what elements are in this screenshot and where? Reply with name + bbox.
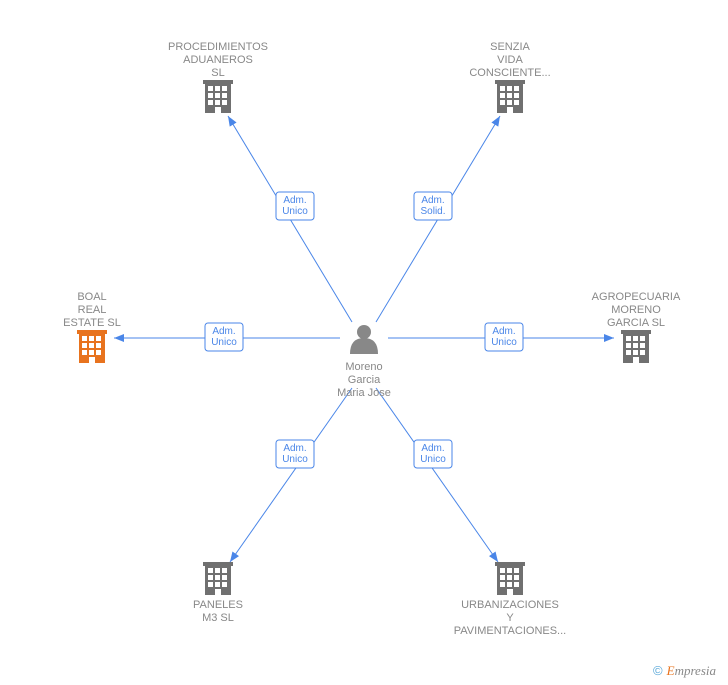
svg-text:AGROPECUARIA: AGROPECUARIA [592,291,681,303]
building-icon [621,330,651,363]
company-label: PROCEDIMIENTOSADUANEROSSL [168,41,268,79]
copyright-symbol: © [653,663,663,678]
edge-label-text: Adm. [421,195,444,206]
svg-text:Y: Y [506,612,514,624]
svg-text:SENZIA: SENZIA [490,41,530,53]
edge-label-text: Solid. [420,206,445,217]
edge-label-text: Unico [211,337,237,348]
svg-text:PROCEDIMIENTOS: PROCEDIMIENTOS [168,41,268,53]
edge-label-text: Unico [282,454,308,465]
brand-first-letter: E [667,663,675,678]
company-label: AGROPECUARIAMORENOGARCIA SL [592,291,681,329]
svg-text:URBANIZACIONES: URBANIZACIONES [461,599,559,611]
svg-text:PANELES: PANELES [193,599,243,611]
person-icon [350,325,378,354]
arrowhead-icon [491,116,500,127]
svg-text:Garcia: Garcia [348,374,381,386]
edge-label-text: Adm. [212,326,235,337]
edge-label-text: Unico [282,206,308,217]
edge-label-text: Adm. [492,326,515,337]
edge-label-text: Adm. [283,443,306,454]
edge-label-text: Unico [420,454,446,465]
company-label: URBANIZACIONESYPAVIMENTACIONES... [454,599,566,637]
network-diagram: Adm.UnicoAdm.Solid.Adm.UnicoAdm.UnicoAdm… [0,0,728,685]
edge-label-text: Adm. [283,195,306,206]
svg-text:GARCIA SL: GARCIA SL [607,317,665,329]
building-icon [203,80,233,113]
arrowhead-icon [114,334,124,342]
edge-line [230,388,352,562]
building-icon [77,330,107,363]
svg-text:SL: SL [211,67,224,79]
svg-text:ADUANEROS: ADUANEROS [183,54,253,66]
edge-label-text: Adm. [421,443,444,454]
building-icon [495,562,525,595]
svg-text:Maria Jose: Maria Jose [337,387,391,399]
watermark: © Empresia [653,663,716,679]
edge-label-text: Unico [491,337,517,348]
brand-rest: mpresia [675,663,716,678]
arrowhead-icon [604,334,614,342]
svg-text:CONSCIENTE...: CONSCIENTE... [469,67,550,79]
building-icon [495,80,525,113]
svg-text:REAL: REAL [78,304,107,316]
svg-text:M3 SL: M3 SL [202,612,234,624]
building-icon [203,562,233,595]
company-label: PANELESM3 SL [193,599,243,624]
svg-text:PAVIMENTACIONES...: PAVIMENTACIONES... [454,625,566,637]
arrowhead-icon [228,116,237,127]
company-label: SENZIAVIDACONSCIENTE... [469,41,550,79]
company-label: BOALREALESTATE SL [63,291,121,329]
center-label: MorenoGarciaMaria Jose [337,361,391,399]
svg-text:VIDA: VIDA [497,54,523,66]
svg-text:ESTATE SL: ESTATE SL [63,317,121,329]
edge-line [376,388,498,562]
svg-text:MORENO: MORENO [611,304,661,316]
svg-text:BOAL: BOAL [77,291,106,303]
arrowhead-icon [489,552,498,562]
arrowhead-icon [230,552,239,562]
svg-text:Moreno: Moreno [345,361,382,373]
